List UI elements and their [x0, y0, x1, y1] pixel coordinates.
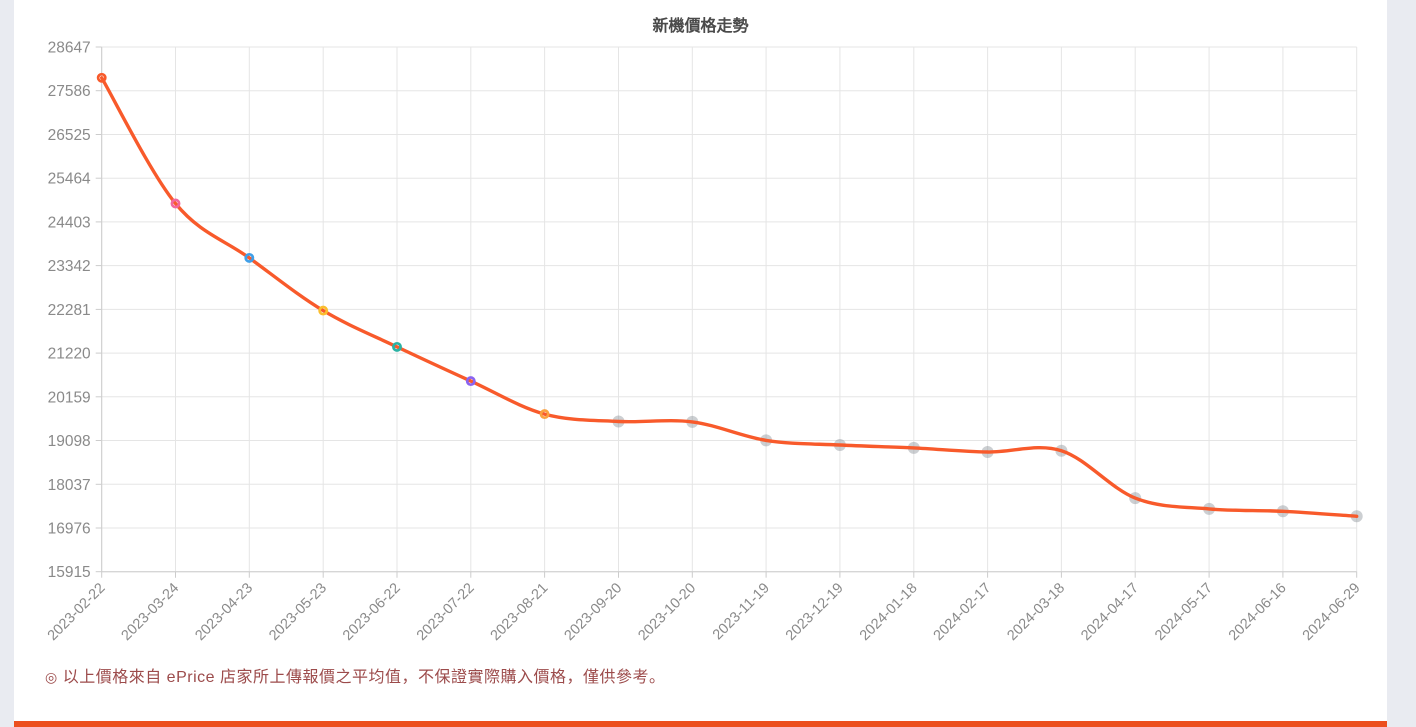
x-axis-label: 2023-05-23 [266, 580, 330, 644]
data-point-ring[interactable] [170, 198, 181, 209]
x-axis-label: 2024-04-17 [1078, 580, 1142, 644]
footer-accent-bar [14, 721, 1387, 727]
x-axis-label: 2023-07-22 [414, 580, 478, 644]
y-axis-label: 21220 [48, 346, 91, 363]
note-text: 以上價格來自 ePrice 店家所上傳報價之平均值，不保證實際購入價格，僅供參考… [62, 669, 666, 686]
y-axis-label: 25464 [48, 171, 91, 188]
price-line [100, 76, 1359, 518]
data-point-ring[interactable] [244, 252, 255, 263]
y-axis-label: 19098 [48, 433, 91, 450]
x-axis-label: 2023-08-21 [488, 580, 552, 644]
y-axis-label: 16976 [48, 521, 91, 538]
data-point-ring[interactable] [539, 409, 550, 420]
x-axis-label: 2023-03-24 [119, 580, 183, 644]
x-axis-label: 2024-03-18 [1004, 580, 1068, 644]
y-axis-label: 20159 [48, 389, 91, 406]
x-axis-label: 2024-06-16 [1226, 580, 1290, 644]
x-axis-label: 2023-09-20 [562, 580, 626, 644]
price-disclaimer-note: ◎ 以上價格來自 ePrice 店家所上傳報價之平均值，不保證實際購入價格，僅供參… [45, 663, 665, 687]
x-axis-label: 2023-12-19 [783, 580, 847, 644]
price-trend-chart[interactable]: 28647 27586 26525 25464 24403 23342 22281 21220… [14, 0, 1387, 655]
y-axis-label: 28647 [48, 40, 91, 57]
y-axis-label: 15915 [48, 564, 91, 581]
y-axis-label: 22281 [48, 302, 91, 319]
x-axis-label: 2023-02-22 [45, 580, 109, 644]
data-point-ring[interactable] [392, 341, 402, 352]
price-chart-card: 新機價格走勢 28647 27586 26525 25464 24403 23342 222… [14, 0, 1387, 721]
y-axis-label: 23342 [48, 258, 91, 275]
x-axis-label: 2023-11-19 [710, 580, 773, 643]
x-axis-label: 2024-02-17 [931, 580, 995, 644]
y-axis-label: 26525 [48, 127, 91, 144]
data-point-ring[interactable] [318, 305, 329, 316]
note-bullet-icon: ◎ [45, 669, 58, 685]
x-axis-label: 2024-05-17 [1152, 580, 1216, 644]
data-point-ring[interactable] [465, 376, 476, 387]
x-axis-label: 2023-06-22 [340, 580, 404, 644]
y-axis-label: 18037 [48, 477, 91, 494]
y-axis-label: 27586 [48, 83, 91, 100]
chart-title: 新機價格走勢 [652, 18, 749, 35]
y-axis-label: 24403 [48, 214, 91, 231]
x-axis-label: 2023-10-20 [635, 580, 699, 644]
data-point-ring[interactable] [96, 72, 107, 83]
x-axis-label: 2024-06-29 [1300, 580, 1364, 644]
x-axis-label: 2023-04-23 [192, 580, 256, 644]
x-axis-label: 2024-01-18 [857, 580, 921, 644]
